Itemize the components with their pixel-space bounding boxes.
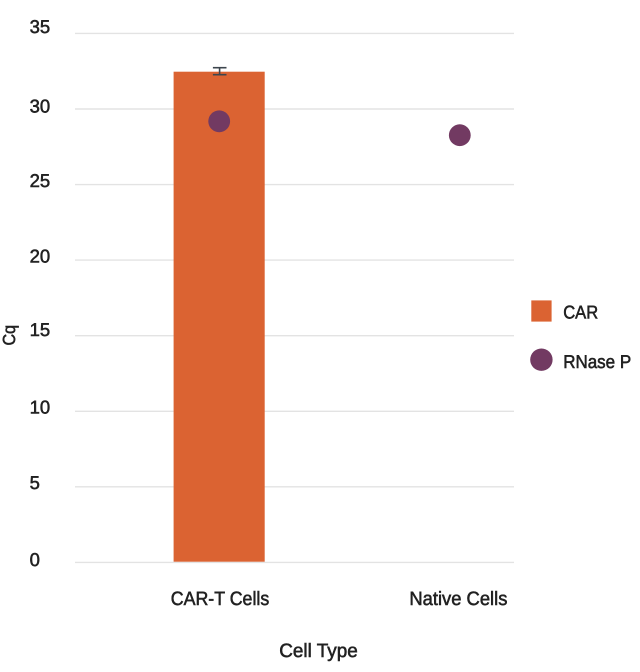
svg-text:RNase P: RNase P — [563, 351, 631, 372]
svg-text:30: 30 — [30, 95, 51, 116]
svg-text:Cq: Cq — [0, 325, 19, 346]
svg-text:25: 25 — [30, 170, 51, 191]
svg-text:10: 10 — [30, 397, 51, 418]
svg-text:5: 5 — [30, 472, 40, 493]
svg-text:15: 15 — [30, 319, 51, 340]
svg-text:Native Cells: Native Cells — [409, 589, 507, 610]
svg-text:CAR: CAR — [563, 302, 598, 323]
svg-text:0: 0 — [30, 549, 40, 570]
svg-text:20: 20 — [30, 245, 51, 266]
svg-text:Cell Type: Cell Type — [279, 641, 358, 662]
svg-text:35: 35 — [30, 16, 51, 37]
svg-text:CAR-T Cells: CAR-T Cells — [171, 589, 270, 610]
